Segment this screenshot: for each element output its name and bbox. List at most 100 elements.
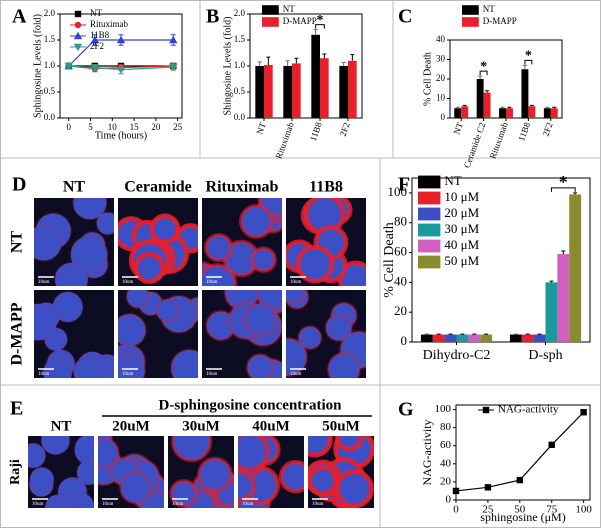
error-bar [285, 60, 290, 66]
bar [569, 194, 582, 342]
x-tick-label: 0 [66, 122, 71, 132]
y-tick-label: 80 [440, 421, 452, 433]
panel-label: F [398, 174, 410, 196]
row-label: Raji [8, 459, 23, 485]
x-tick-label: 2F2 [540, 121, 554, 138]
y-tick-label: 20 [436, 73, 446, 83]
cell [202, 263, 238, 286]
significance-bracket [479, 70, 488, 76]
cell [28, 442, 47, 470]
cell [238, 436, 270, 472]
micrograph: 10um [308, 436, 374, 508]
legend-swatch [462, 5, 479, 15]
y-tick-label: 0 [401, 333, 408, 348]
cell [149, 213, 181, 245]
y-tick-label: 0.5 [44, 86, 56, 96]
bar [480, 334, 493, 342]
marker [74, 10, 82, 18]
marker [548, 441, 555, 449]
column-label: NT [63, 179, 86, 196]
x-axis-title: sphingosine (μM) [480, 510, 565, 524]
error-bar [294, 57, 299, 64]
bar [348, 60, 357, 118]
legend-label: 2F2 [90, 41, 104, 51]
scale-bar-label: 10um [312, 502, 324, 507]
panel-label: D [12, 174, 26, 196]
cell [326, 351, 362, 378]
cell [250, 246, 277, 273]
x-tick-label: 50 [514, 504, 526, 516]
bar [311, 34, 320, 118]
bar [320, 58, 329, 118]
scale-bar-label: 10um [290, 280, 302, 285]
panel-label: A [12, 6, 27, 28]
error-bar [478, 75, 483, 79]
bar [264, 64, 273, 118]
panel-label: G [398, 399, 414, 421]
x-tick-label: NT [452, 120, 466, 135]
bar [521, 334, 534, 342]
legend-label: NT [90, 8, 102, 18]
x-tick-label: Ceramide C2 [462, 121, 488, 169]
cell [69, 235, 109, 275]
cell [34, 302, 58, 342]
scale-bar-label: 10um [206, 372, 218, 377]
legend-swatch [418, 175, 441, 189]
bar [283, 66, 292, 118]
error-bar [341, 61, 346, 66]
legend-swatch [418, 239, 441, 253]
y-tick-label: 20 [440, 475, 452, 487]
y-tick-label: 0 [441, 112, 446, 122]
legend-swatch [418, 223, 441, 237]
cell [71, 198, 108, 221]
micrograph: 10um [98, 436, 164, 508]
scale-bar-label: 10um [172, 502, 184, 507]
error-bar [462, 104, 467, 107]
micrograph: 10um [28, 436, 94, 508]
y-tick-label: 100 [388, 184, 408, 199]
bar [444, 334, 457, 342]
bar [432, 334, 445, 342]
x-tick-label: 25 [173, 122, 183, 132]
cell [154, 297, 180, 323]
cell [308, 436, 333, 458]
micrograph: 10um [202, 198, 282, 286]
error-bar [485, 90, 490, 93]
y-axis-title: Sphingosine Levels (fold) [32, 14, 43, 118]
scale-bar-label: 10um [102, 502, 114, 507]
bar [454, 108, 462, 118]
cell [51, 290, 84, 324]
scale-bar-label: 10um [122, 280, 134, 285]
marker [169, 63, 178, 72]
micrograph: 10um [34, 290, 114, 378]
y-tick-label: 40 [436, 34, 446, 44]
y-tick-label: 20 [394, 303, 407, 318]
x-tick-label: 100 [575, 504, 592, 516]
y-tick-label: 40 [394, 273, 407, 288]
legend-swatch [418, 207, 441, 221]
error-bar [545, 106, 550, 109]
y-tick-label: 30 [436, 54, 446, 64]
bar [476, 79, 484, 118]
bar [509, 334, 522, 342]
bar [255, 66, 264, 118]
cell [297, 325, 323, 351]
bar [557, 254, 570, 342]
annotation: * [480, 59, 487, 74]
column-label: 50uM [322, 418, 360, 434]
error-bar [573, 192, 578, 195]
legend-swatch [418, 191, 441, 205]
significance-bracket [315, 24, 325, 29]
y-tick-label: 0.0 [234, 112, 246, 122]
marker [452, 487, 460, 495]
panel-label: C [398, 6, 412, 28]
marker [116, 66, 126, 74]
error-bar [500, 106, 505, 109]
marker [90, 35, 100, 44]
bar [506, 108, 513, 118]
x-tick-label: NT [254, 120, 268, 135]
group-header: D-sphingosine concentration [159, 397, 343, 413]
micrograph: 10um [202, 290, 282, 378]
cell [28, 466, 55, 493]
y-tick-label: 1.5 [234, 34, 246, 44]
